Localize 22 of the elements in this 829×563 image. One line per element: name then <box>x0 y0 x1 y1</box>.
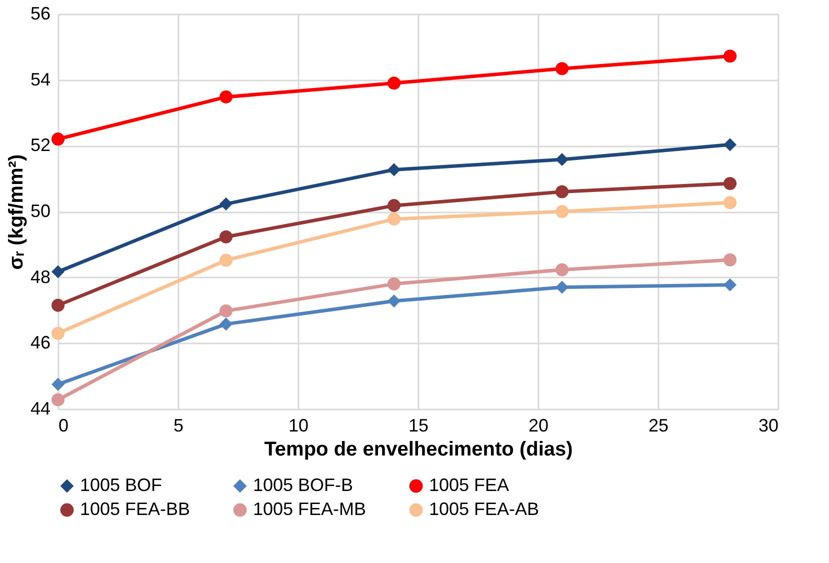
y-tick-label: 54 <box>30 69 50 90</box>
legend-label: 1005 BOF <box>80 475 162 495</box>
x-tick-label: 10 <box>288 416 309 436</box>
y-tick-label: 44 <box>30 398 50 418</box>
x-tick-label: 30 <box>758 416 778 436</box>
x-tick-label: 25 <box>648 416 669 436</box>
legend-label: 1005 FEA-AB <box>429 499 540 519</box>
x-tick-label: 15 <box>408 416 429 436</box>
legend-label: 1005 BOF-B <box>253 475 354 495</box>
legend-label: 1005 FEA <box>429 475 510 495</box>
legend-label: 1005 FEA-MB <box>253 499 366 519</box>
y-tick-label: 50 <box>30 201 50 221</box>
x-tick-label: 5 <box>173 416 184 436</box>
y-tick-label: 48 <box>30 266 50 287</box>
x-tick-label: 20 <box>528 416 549 436</box>
x-tick-label: 0 <box>58 416 69 436</box>
x-axis-title: Tempo de envelhecimento (dias) <box>264 438 573 460</box>
y-axis-title: σᵣ (kgf/mm²) <box>5 154 28 270</box>
legend-label: 1005 FEA-BB <box>80 499 190 519</box>
y-tick-label: 46 <box>30 332 50 353</box>
y-tick-label: 56 <box>30 4 50 24</box>
y-tick-label: 52 <box>30 135 50 156</box>
